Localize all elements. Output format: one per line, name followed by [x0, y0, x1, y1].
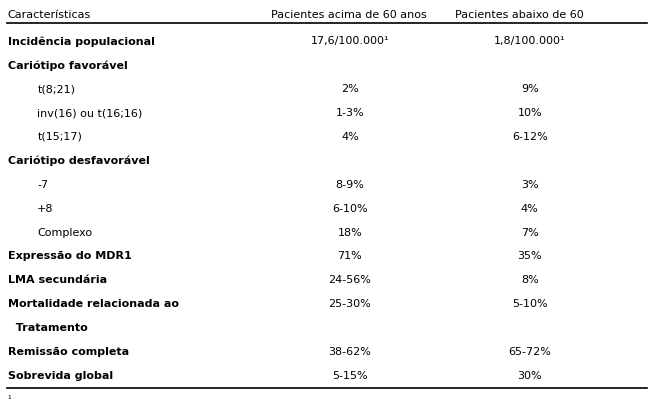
Text: 8%: 8% — [521, 275, 539, 286]
Text: LMA secundária: LMA secundária — [8, 275, 107, 286]
Text: 6-10%: 6-10% — [332, 204, 368, 214]
Text: 30%: 30% — [517, 371, 542, 381]
Text: 24-56%: 24-56% — [328, 275, 371, 286]
Text: Características: Características — [8, 10, 91, 20]
Text: +8: +8 — [37, 204, 54, 214]
Text: inv(16) ou t(16;16): inv(16) ou t(16;16) — [37, 108, 143, 118]
Text: 1-3%: 1-3% — [336, 108, 364, 118]
Text: Remissão completa: Remissão completa — [8, 347, 129, 357]
Text: 4%: 4% — [341, 132, 359, 142]
Text: -7: -7 — [37, 180, 48, 190]
Text: Tratamento: Tratamento — [8, 323, 88, 333]
Text: 4%: 4% — [521, 204, 539, 214]
Text: 3%: 3% — [521, 180, 538, 190]
Text: 71%: 71% — [337, 251, 362, 262]
Text: ¹: ¹ — [8, 396, 12, 404]
Text: 2%: 2% — [341, 84, 359, 94]
Text: 35%: 35% — [517, 251, 542, 262]
Text: Complexo: Complexo — [37, 227, 92, 238]
Text: Cariótipo desfavorável: Cariótipo desfavorável — [8, 156, 150, 166]
Text: Cariótipo favorável: Cariótipo favorável — [8, 60, 128, 70]
Text: 65-72%: 65-72% — [508, 347, 551, 357]
Text: 9%: 9% — [521, 84, 539, 94]
Text: 6-12%: 6-12% — [512, 132, 547, 142]
Text: 25-30%: 25-30% — [328, 299, 371, 309]
Text: t(8;21): t(8;21) — [37, 84, 75, 94]
Text: 7%: 7% — [521, 227, 539, 238]
Text: Sobrevida global: Sobrevida global — [8, 371, 113, 381]
Text: 5-10%: 5-10% — [512, 299, 547, 309]
Text: 5-15%: 5-15% — [332, 371, 368, 381]
Text: Pacientes abaixo de 60: Pacientes abaixo de 60 — [455, 10, 583, 20]
Text: Mortalidade relacionada ao: Mortalidade relacionada ao — [8, 299, 179, 309]
Text: 10%: 10% — [517, 108, 542, 118]
Text: 8-9%: 8-9% — [336, 180, 364, 190]
Text: 18%: 18% — [337, 227, 362, 238]
Text: Incidência populacional: Incidência populacional — [8, 36, 155, 47]
Text: 1,8/100.000¹: 1,8/100.000¹ — [494, 36, 566, 47]
Text: Expressão do MDR1: Expressão do MDR1 — [8, 251, 131, 262]
Text: Pacientes acima de 60 anos: Pacientes acima de 60 anos — [271, 10, 427, 20]
Text: 17,6/100.000¹: 17,6/100.000¹ — [311, 36, 389, 47]
Text: 38-62%: 38-62% — [328, 347, 371, 357]
Text: t(15;17): t(15;17) — [37, 132, 82, 142]
